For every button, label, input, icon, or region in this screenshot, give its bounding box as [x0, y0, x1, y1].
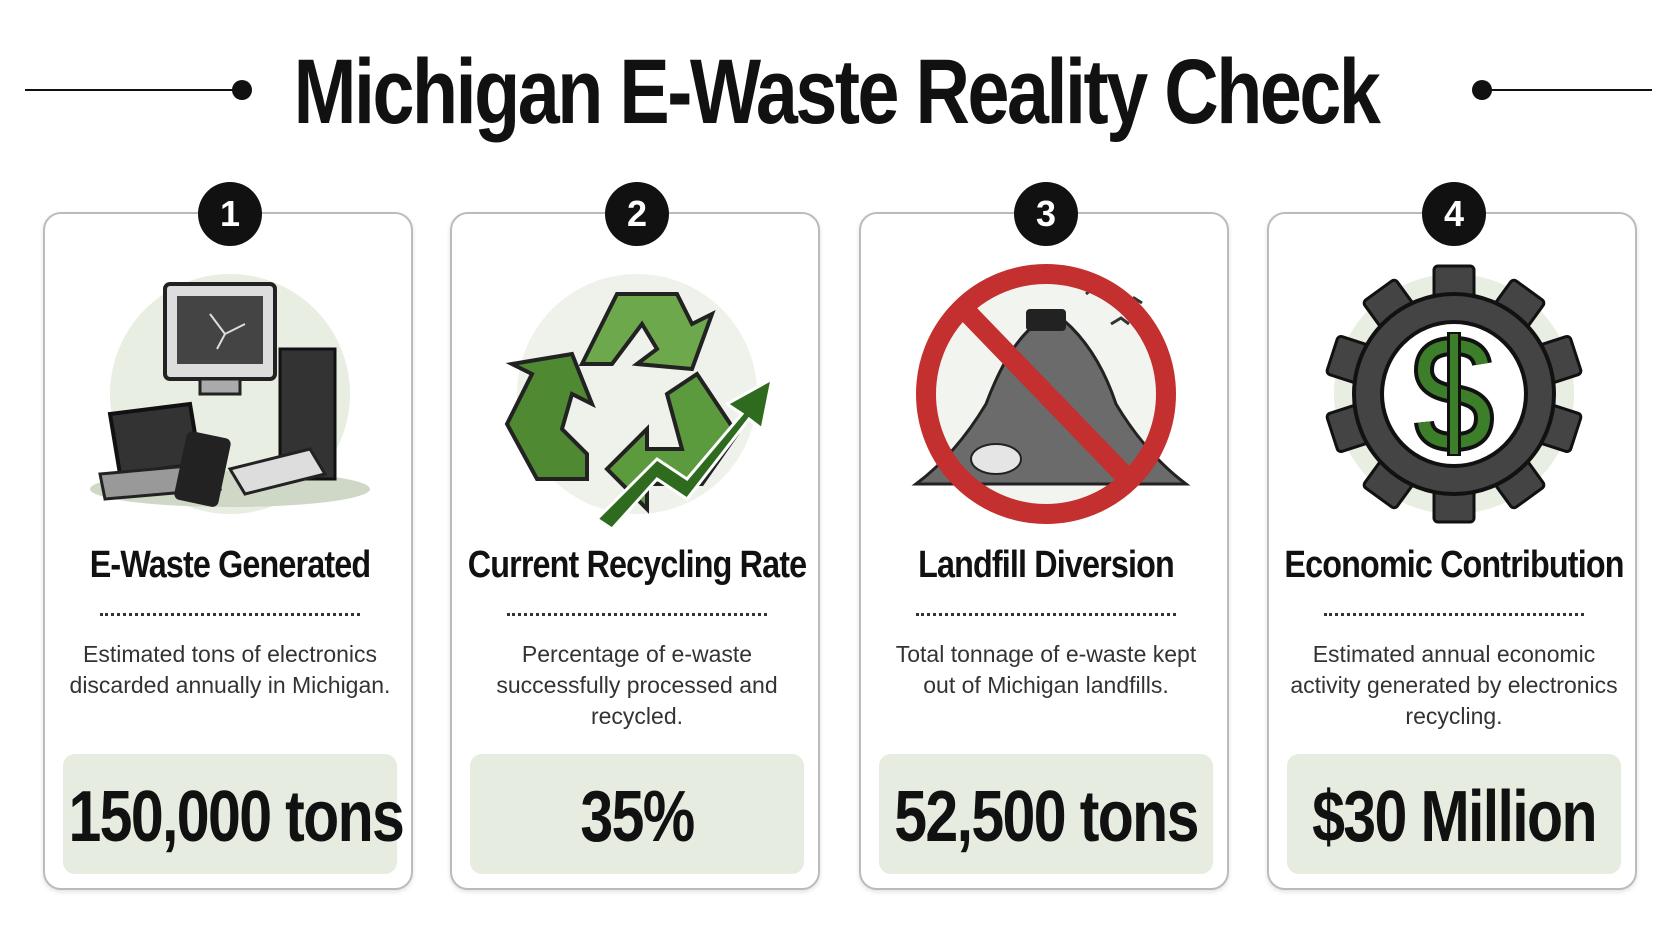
rule — [25, 89, 245, 91]
icon — [1304, 254, 1604, 534]
card: 1 E-Waste Generated Estimated tons of ele… — [43, 182, 413, 890]
title: Michigan E-Waste Reality Check — [293, 41, 1381, 143]
step-number: 2 — [605, 182, 669, 246]
icon-graphic — [504, 274, 775, 531]
header: Michigan E-Waste Reality Check — [0, 30, 1672, 150]
icon-graphic — [90, 274, 370, 514]
step-number: 1 — [198, 182, 262, 246]
card-heading: E-Waste Generated — [89, 544, 371, 586]
stat-box: 35% — [470, 754, 804, 874]
stat-box: 150,000 tons — [63, 754, 405, 874]
card-description: Estimated annual economic activity gener… — [1290, 641, 1618, 729]
divider — [916, 613, 1176, 616]
bullet — [232, 80, 252, 100]
icon-graphic — [911, 264, 1191, 524]
card-heading: Current Recycling Rate — [467, 544, 807, 586]
card-heading: Landfill Diversion — [918, 544, 1175, 586]
step-number: 3 — [1014, 182, 1078, 246]
divider — [100, 613, 360, 616]
divider — [507, 613, 767, 616]
icon — [80, 254, 380, 534]
icon-graphic — [1325, 264, 1583, 524]
stat-value: 150,000 tons — [68, 777, 404, 857]
card-description: Total tonnage of e-waste kept out of Mic… — [895, 641, 1197, 698]
card-heading: Economic Contribution — [1284, 544, 1624, 586]
card: 3 Landfill Diversion Total tonnage of e-w… — [859, 182, 1229, 890]
card-description: Percentage of e-waste successfully proce… — [496, 641, 778, 729]
stat-box: 52,500 tons — [879, 754, 1213, 874]
stat-value: 52,500 tons — [894, 777, 1199, 857]
rule — [1480, 89, 1652, 91]
card: 4 Economic Contribution Estimated annual … — [1267, 182, 1637, 890]
stat-value: 35% — [580, 777, 695, 857]
icon — [896, 254, 1196, 534]
card: 2 Current Recycling Rate Percentage of e-… — [450, 182, 820, 890]
step-number: 4 — [1422, 182, 1486, 246]
icon — [487, 254, 787, 534]
stat-box: $30 Million — [1287, 754, 1621, 874]
card-description: Estimated tons of electronics discarded … — [69, 641, 391, 698]
stat-value: $30 Million — [1312, 777, 1597, 857]
divider — [1324, 613, 1584, 616]
